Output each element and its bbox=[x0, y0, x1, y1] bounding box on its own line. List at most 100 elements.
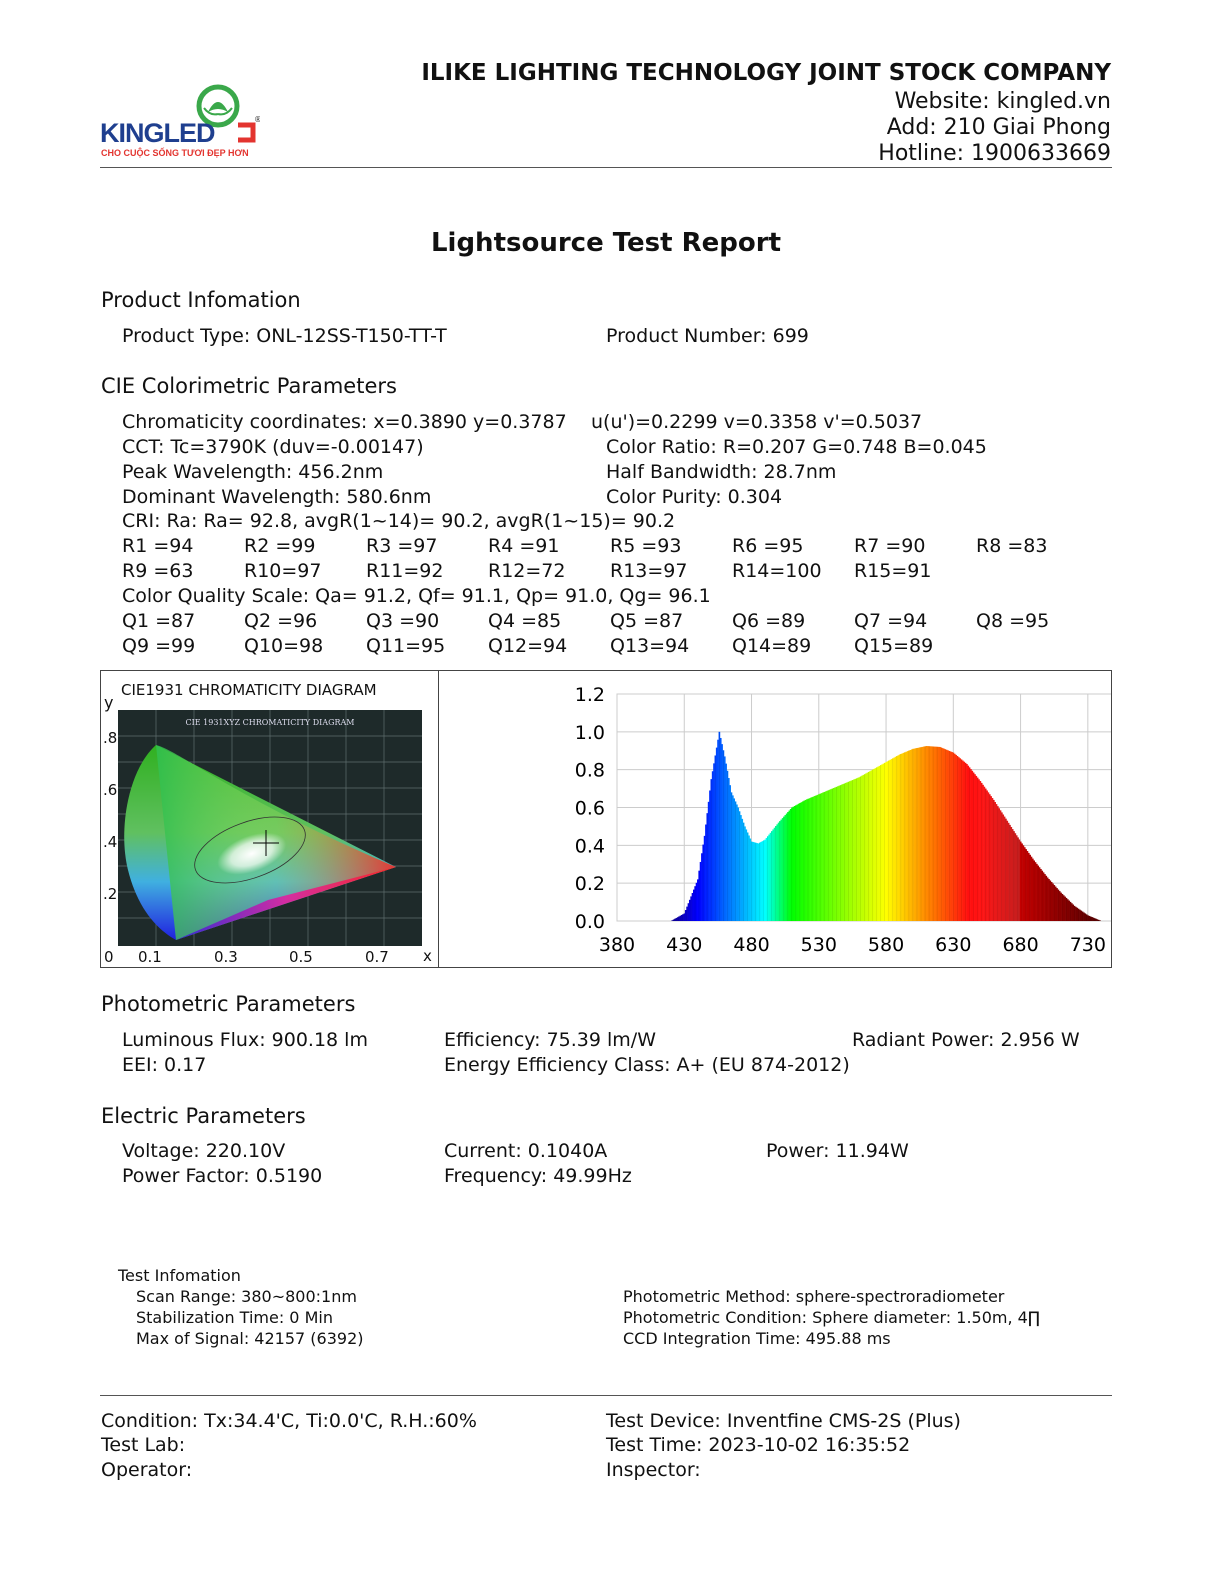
spectrum-bar bbox=[741, 818, 744, 921]
spectrum-bar bbox=[1003, 816, 1006, 921]
spectrum-bar bbox=[879, 765, 882, 921]
spectrum-bar bbox=[749, 838, 752, 921]
spectrum-bar bbox=[766, 836, 769, 921]
spectrum-bar bbox=[721, 744, 723, 921]
spectrum-bar bbox=[717, 739, 719, 921]
spectrum-bar bbox=[757, 843, 760, 921]
spectrum-bar bbox=[744, 826, 746, 921]
spectrum-bar bbox=[921, 746, 924, 921]
spectrum-bar bbox=[1080, 910, 1083, 921]
spectrum-bar bbox=[1085, 914, 1088, 921]
spectrum-bar bbox=[1062, 895, 1065, 921]
cie-heading: CIE Colorimetric Parameters bbox=[101, 374, 397, 398]
cri-r-value: R5 =93 bbox=[610, 535, 682, 557]
spectrum-bar bbox=[919, 747, 921, 921]
cie-diagram: CIE1931 CHROMATICITY DIAGRAM y x .8 .6 .… bbox=[101, 671, 439, 967]
dominant-wavelength: Dominant Wavelength: 580.6nm bbox=[122, 486, 432, 508]
current: Current: 0.1040A bbox=[444, 1140, 608, 1162]
spectrum-bar bbox=[734, 801, 737, 921]
spectrum-bar bbox=[988, 794, 991, 921]
color-ratio: Color Ratio: R=0.207 G=0.748 B=0.045 bbox=[606, 436, 987, 458]
operator: Operator: bbox=[101, 1459, 193, 1481]
spectrum-bar bbox=[732, 795, 734, 921]
cri-r-value: R6 =95 bbox=[732, 535, 804, 557]
spectrum-bar bbox=[925, 746, 928, 921]
spectrum-bar bbox=[823, 791, 826, 921]
spectrum-bar bbox=[839, 785, 842, 921]
spectrum-bar bbox=[975, 775, 978, 921]
spectrum-bar bbox=[738, 811, 741, 921]
cqs-q-value: Q14=89 bbox=[732, 635, 812, 657]
spectrum-bar bbox=[693, 889, 695, 921]
spectrum-bar bbox=[914, 748, 917, 921]
kingled-logo: ® KINGLED CHO CUỘC SỐNG TƯƠI ĐẸP HƠN bbox=[100, 84, 260, 162]
cri: CRI: Ra: Ra= 92.8, avgR(1~14)= 90.2, avg… bbox=[122, 510, 676, 532]
spectrum-bar bbox=[855, 778, 858, 921]
spectrum-bar bbox=[1007, 822, 1010, 921]
luminous-flux: Luminous Flux: 900.18 lm bbox=[122, 1029, 368, 1051]
spectrum-bar bbox=[672, 919, 675, 921]
lotus-bulb-icon: ® bbox=[196, 84, 260, 143]
spectrum-bar bbox=[1065, 897, 1068, 921]
cie-y-tick: .2 bbox=[103, 885, 118, 903]
spectrum-bar bbox=[1011, 829, 1014, 921]
y-tick-label: 0.8 bbox=[575, 760, 605, 782]
spectrum-bar bbox=[884, 762, 886, 921]
spectrum-bar bbox=[960, 759, 963, 921]
color-quality-scale: Color Quality Scale: Qa= 91.2, Qf= 91.1,… bbox=[122, 585, 711, 607]
spectrum-bar bbox=[849, 781, 851, 921]
spectrum-bar bbox=[719, 737, 722, 921]
spectrum-bar bbox=[928, 746, 931, 921]
spectrum-bar bbox=[955, 754, 957, 921]
spectrum-bar bbox=[912, 748, 914, 921]
test-heading: Test Infomation bbox=[118, 1266, 241, 1285]
spectrum-bar bbox=[867, 771, 870, 921]
cri-r-value: R9 =63 bbox=[122, 560, 194, 582]
spectrum-bar bbox=[902, 752, 905, 921]
spectrum-bar bbox=[877, 766, 879, 921]
spectrum-bar bbox=[1002, 814, 1005, 921]
spectrum-bar bbox=[707, 801, 710, 921]
spectrum-bar bbox=[710, 779, 713, 921]
spectrum-bar bbox=[1018, 839, 1021, 921]
spectrum-bar bbox=[951, 752, 953, 921]
spectrum-bar bbox=[1089, 916, 1092, 921]
spectrum-bar bbox=[687, 903, 690, 921]
spectrum-bar bbox=[746, 832, 749, 921]
spectrum-bar bbox=[1026, 851, 1029, 921]
cqs-q-value: Q9 =99 bbox=[122, 635, 196, 657]
spectrum-bar bbox=[730, 792, 733, 921]
spectrum-bar bbox=[1038, 867, 1041, 921]
product-heading: Product Infomation bbox=[101, 288, 301, 312]
spectrum-bar bbox=[799, 802, 801, 921]
cqs-q-value: Q8 =95 bbox=[976, 610, 1050, 632]
spectrum-bar bbox=[910, 749, 913, 921]
spectrum-bar bbox=[795, 805, 797, 921]
spectrum-bar bbox=[1071, 903, 1073, 921]
spectrum-bar bbox=[947, 750, 949, 921]
spectrum-bar bbox=[888, 760, 890, 921]
y-tick-label: 0.4 bbox=[575, 835, 605, 857]
company-address: Add: 210 Giai Phong bbox=[886, 115, 1111, 140]
spectrum-bar bbox=[780, 819, 783, 921]
spectrum-bar bbox=[1025, 849, 1027, 921]
color-purity: Color Purity: 0.304 bbox=[606, 486, 783, 508]
spectrum-bar bbox=[784, 815, 787, 921]
spectrum-chart: 3804304805305806306807307800.00.20.40.60… bbox=[575, 684, 1111, 956]
spectrum-bar bbox=[869, 771, 871, 921]
spectrum-bar bbox=[920, 747, 922, 921]
spectrum-bar bbox=[992, 799, 995, 921]
spectrum-bar bbox=[1096, 919, 1099, 921]
spectrum-bar bbox=[878, 765, 881, 921]
spectrum-bar bbox=[748, 835, 750, 921]
spectrum-bar bbox=[893, 757, 896, 921]
spectrum-bar bbox=[1032, 858, 1034, 921]
photometric-condition: Photometric Condition: Sphere diameter: … bbox=[623, 1308, 1040, 1327]
spectrum-bar bbox=[796, 804, 799, 921]
spectrum-bar bbox=[882, 763, 885, 921]
spectrum-bar bbox=[874, 768, 877, 921]
spectrum-bar bbox=[815, 795, 818, 921]
spectrum-bar bbox=[980, 782, 983, 921]
spectrum-bar bbox=[963, 761, 966, 921]
spectrum-bar bbox=[1030, 856, 1033, 921]
